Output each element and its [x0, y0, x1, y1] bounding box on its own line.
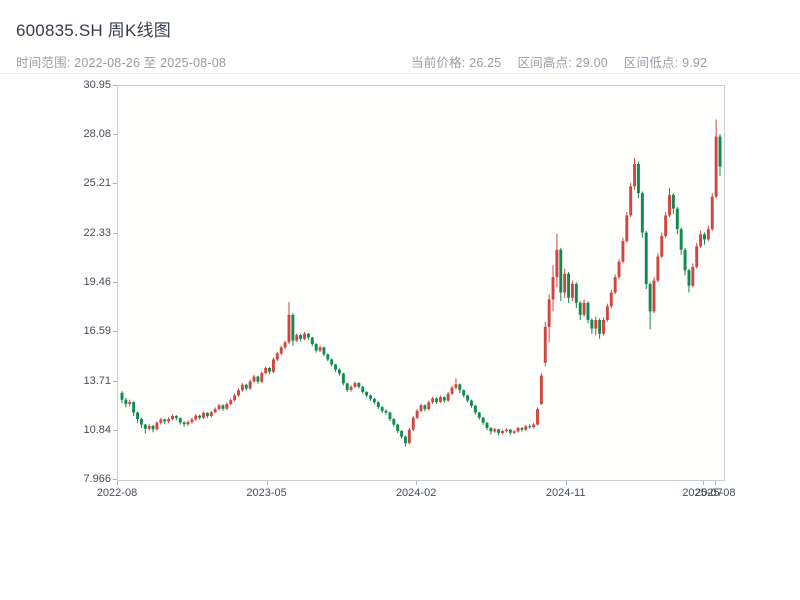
range-high: 区间高点: 29.00 [517, 52, 607, 71]
y-tick-mark [113, 183, 117, 185]
x-tick-mark [117, 481, 118, 485]
y-tick-label: 28.08 [83, 128, 111, 141]
x-tick-mark [266, 481, 268, 485]
y-tick-mark [113, 85, 117, 86]
y-tick-mark [113, 479, 117, 480]
y-tick-label: 30.95 [83, 79, 111, 91]
current-price-label: 当前价格: [411, 56, 466, 70]
candlestick-plot [117, 85, 725, 481]
y-tick-label: 16.59 [83, 325, 111, 338]
y-tick-label: 7.966 [83, 473, 111, 485]
x-tick-label: 2024-11 [545, 487, 586, 499]
x-tick-label: 2022-08 [96, 487, 138, 499]
x-tick-label: 2023-05 [246, 487, 287, 499]
y-tick-mark [113, 281, 117, 283]
range-low-value: 9.92 [682, 56, 708, 70]
y-tick-label: 10.84 [83, 423, 111, 436]
x-tick-mark [416, 481, 418, 485]
y-tick-label: 25.21 [83, 177, 111, 190]
header-divider [0, 73, 800, 74]
stats-group: 当前价格: 26.25 区间高点: 29.00 区间低点: 9.92 [411, 52, 707, 71]
y-tick-label: 13.71 [83, 374, 111, 387]
y-tick-mark [113, 331, 117, 333]
time-range-label: 时间范围: [16, 56, 71, 70]
y-tick-label: 22.33 [83, 226, 111, 239]
range-low-label: 区间低点: [623, 56, 679, 70]
x-tick-label: 2025-08 [695, 487, 736, 499]
candlestick-canvas [118, 86, 724, 480]
current-price-value: 26.25 [469, 56, 502, 70]
time-range-value: 2022-08-26 至 2025-08-08 [74, 56, 227, 70]
candles-svg [120, 119, 722, 447]
y-tick-mark [113, 134, 117, 136]
y-tick-mark [113, 380, 117, 382]
y-tick-mark [113, 232, 117, 234]
range-high-value: 29.00 [575, 56, 608, 70]
current-price: 当前价格: 26.25 [411, 52, 501, 71]
range-low: 区间低点: 9.92 [624, 52, 707, 71]
y-tick-mark [113, 429, 117, 431]
chart-meta-row: 时间范围: 2022-08-26 至 2025-08-08 当前价格: 26.2… [16, 52, 784, 71]
x-tick-label: 2024-02 [395, 487, 437, 499]
x-tick-label: 2025-07 [682, 487, 723, 499]
x-tick-mark [715, 481, 717, 485]
x-tick-mark [702, 481, 704, 485]
page-title: 600835.SH 周K线图 [16, 21, 171, 40]
y-tick-label: 19.46 [83, 275, 111, 288]
x-tick-mark [565, 481, 567, 485]
range-high-label: 区间高点: [517, 56, 572, 70]
time-range: 时间范围: 2022-08-26 至 2025-08-08 [16, 52, 226, 71]
